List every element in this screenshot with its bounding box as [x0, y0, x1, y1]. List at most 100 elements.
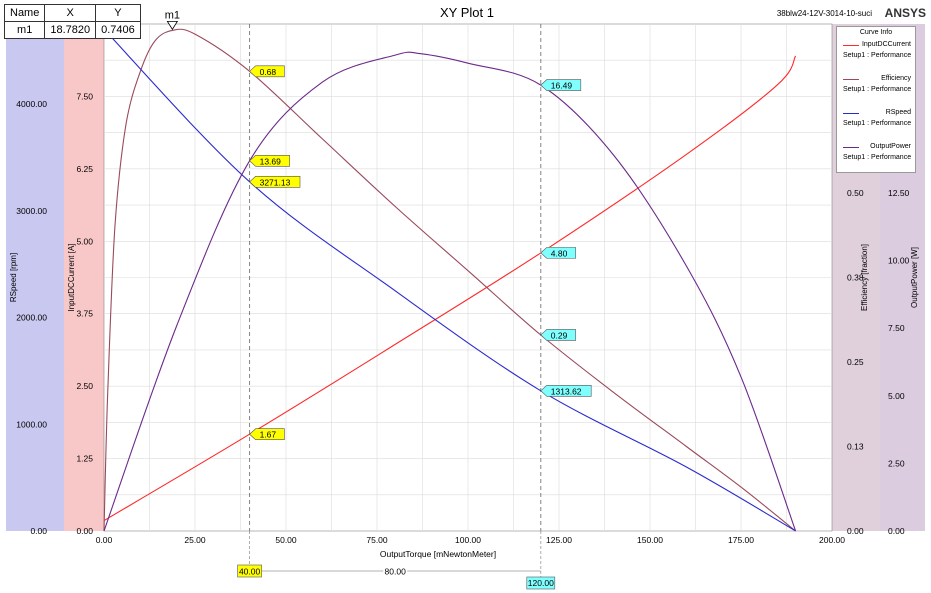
data-label: 0.68 — [260, 67, 277, 77]
x-axis-label: OutputTorque [mNewtonMeter] — [380, 549, 496, 559]
x-tick-label: 75.00 — [366, 535, 388, 545]
axis-titles: OutputTorque [mNewtonMeter] RSpeed [rpm] I… — [9, 243, 919, 559]
y-tick-label-efficiency: 0.38 — [847, 273, 864, 283]
data-label: 3271.13 — [260, 177, 291, 187]
y-tick-label-power: 10.00 — [888, 256, 910, 266]
y-tick-label-rspeed: 4000.00 — [16, 99, 47, 109]
ansys-logo: ANSYS — [885, 6, 926, 20]
data-label-flag — [540, 329, 576, 341]
legend-title: Curve Info — [859, 29, 893, 36]
marker-triangle — [166, 20, 179, 31]
legend-sub: Setup1 : Performance — [843, 86, 912, 93]
legend-name: OutputPower — [870, 143, 911, 150]
data-label: 1313.62 — [551, 386, 582, 396]
legend-name: InputDCCurrent — [861, 41, 911, 48]
legend-sub: Setup1 : Performance — [843, 120, 912, 127]
delta-right-label: 120.00 — [528, 578, 554, 588]
y-tick-label-power: 12.50 — [888, 188, 910, 198]
current-axis-band — [64, 24, 104, 531]
y-tick-label-current: 3.75 — [76, 309, 93, 319]
legend-sub: Setup1 : Performance — [843, 154, 912, 161]
rspeed-axis-band — [6, 24, 64, 531]
y-tick-label-rspeed: 1000.00 — [16, 419, 47, 429]
data-label-flag — [249, 428, 285, 441]
y-axis-label-current: InputDCCurrent [A] — [67, 243, 76, 311]
data-label: 1.67 — [260, 430, 277, 440]
y-tick-label-rspeed: 0.00 — [30, 526, 47, 536]
marker-header-x: X — [44, 4, 97, 22]
delta-mid-bg — [383, 566, 408, 576]
legend-swatch — [843, 147, 859, 148]
y-axis-label-rspeed: RSpeed [rpm] — [9, 253, 18, 302]
x-tick-label: 200.00 — [819, 535, 845, 545]
marker-header-name: Name — [3, 4, 46, 22]
y-tick-label-efficiency: 0.13 — [847, 442, 864, 452]
x-tick-label: 100.00 — [455, 535, 481, 545]
y-tick-label-rspeed: 2000.00 — [16, 313, 47, 323]
legend-entry-current: InputDCCurrent Setup1 : Performance — [837, 39, 915, 73]
y-tick-label-current: 2.50 — [76, 381, 93, 391]
y-tick-label-efficiency: 0.50 — [847, 188, 864, 198]
data-labels: m1 0.68 13.69 3271.13 1.67 16.49 4.80 0.29 1313.… — [165, 9, 592, 441]
data-label: 0.29 — [551, 330, 568, 340]
plot-subtitle: 38blw24-12V-3014-10-suci — [777, 9, 872, 18]
x-tick-label: 175.00 — [728, 535, 754, 545]
delta-right-box — [526, 576, 556, 590]
data-label: 13.69 — [260, 156, 282, 166]
y-tick-label-current: 0.00 — [76, 526, 93, 536]
y-tick-label-efficiency: 0.00 — [847, 526, 864, 536]
reference-lines — [249, 24, 542, 531]
delta-left-box — [237, 564, 262, 578]
legend-entry-power: OutputPower Setup1 : Performance — [837, 141, 915, 175]
x-tick-label: 25.00 — [184, 535, 206, 545]
marker-cell-y: 0.7406 — [95, 21, 141, 39]
x-tick-label: 125.00 — [546, 535, 572, 545]
legend-entry-efficiency: Efficiency Setup1 : Performance — [837, 73, 915, 107]
marker-header-y: Y — [95, 4, 141, 22]
series-line-inputdccurrent — [103, 55, 797, 522]
data-label: 16.49 — [551, 81, 573, 91]
delta-mid-label: 80.00 — [385, 567, 407, 577]
tick-labels: 0.00 25.00 50.00 75.00 100.00 125.00 150.00 175… — [16, 91, 909, 545]
y-tick-label-current: 5.00 — [76, 236, 93, 246]
y-tick-label-rspeed: 3000.00 — [16, 206, 47, 216]
y-tick-label-current: 7.50 — [76, 91, 93, 101]
curve-info-legend: Curve Info InputDCCurrent Setup1 : Perfo… — [836, 26, 916, 173]
delta-bar: 40.00 120.00 80.00 — [237, 531, 556, 590]
y-axis-label-efficiency: Efficiency [fraction] — [860, 244, 869, 311]
data-label-flag — [540, 384, 592, 397]
y-axis-label-power: OutputPower [W] — [910, 247, 919, 308]
data-label-flag — [249, 65, 285, 78]
data-label-flag — [249, 176, 301, 188]
y-tick-label-efficiency: 0.25 — [847, 357, 864, 367]
marker-table: Name X Y m1 18.7820 0.7406 — [3, 4, 141, 39]
y-tick-label-current: 1.25 — [76, 454, 93, 464]
y-tick-label-power: 5.00 — [888, 391, 905, 401]
legend-entry-rspeed: RSpeed Setup1 : Performance — [837, 107, 915, 141]
legend-sub: Setup1 : Performance — [843, 52, 912, 59]
legend-swatch — [843, 79, 859, 80]
x-tick-label: 150.00 — [637, 535, 663, 545]
series-line-rspeed — [103, 28, 796, 532]
legend-swatch — [843, 113, 859, 114]
delta-left-label: 40.00 — [239, 567, 261, 577]
marker-cell-x: 18.7820 — [44, 21, 97, 39]
y-tick-label-power: 7.50 — [888, 323, 905, 333]
marker-cell-name: m1 — [3, 21, 46, 39]
x-tick-label: 0.00 — [96, 535, 113, 545]
y-tick-label-current: 6.25 — [76, 164, 93, 174]
y-tick-label-power: 0.00 — [888, 526, 905, 536]
legend-name: RSpeed — [885, 109, 911, 116]
y-tick-label-power: 2.50 — [888, 458, 905, 468]
marker-label: m1 — [165, 9, 180, 21]
data-label-flag — [249, 155, 290, 167]
legend-name: Efficiency — [881, 75, 911, 82]
legend-swatch — [843, 45, 859, 46]
series-line-outputpower — [103, 51, 797, 532]
data-label-flag — [540, 79, 582, 91]
plot-title: XY Plot 1 — [440, 5, 494, 20]
data-label-flag — [540, 247, 576, 259]
data-label: 4.80 — [551, 248, 568, 258]
x-tick-label: 50.00 — [275, 535, 297, 545]
